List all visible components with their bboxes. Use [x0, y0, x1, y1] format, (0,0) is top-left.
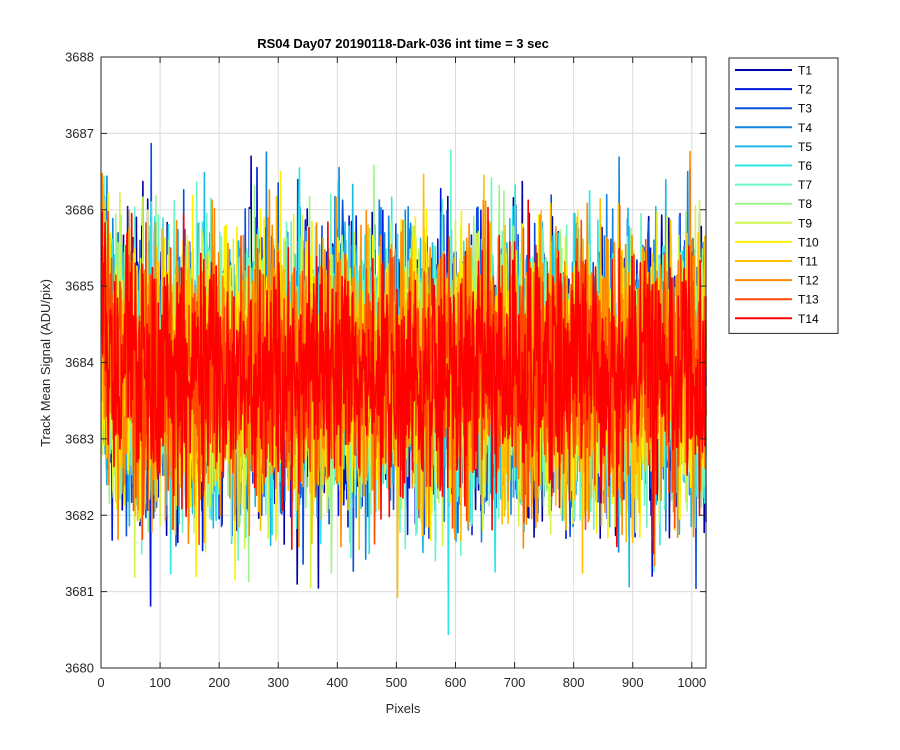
- y-tick-label: 3685: [65, 279, 94, 294]
- y-tick-label: 3687: [65, 126, 94, 141]
- x-tick-label: 200: [208, 675, 230, 690]
- y-tick-label: 3681: [65, 584, 94, 599]
- y-tick-label: 3688: [65, 50, 94, 65]
- legend-label-t7: T7: [798, 178, 812, 192]
- legend-label-t13: T13: [798, 293, 819, 307]
- x-tick-label: 400: [326, 675, 348, 690]
- legend-label-t2: T2: [798, 83, 812, 97]
- x-tick-label: 900: [622, 675, 644, 690]
- y-tick-label: 3682: [65, 508, 94, 523]
- y-tick-label: 3686: [65, 202, 94, 217]
- chart-title: RS04 Day07 20190118-Dark-036 int time = …: [257, 36, 549, 51]
- legend: T1 T2 T3 T4 T5 T6 T7 T8 T9 T10 T11 T12 T13 T14: [728, 57, 839, 334]
- legend-label-t14: T14: [798, 312, 819, 326]
- x-tick-label: 700: [504, 675, 526, 690]
- x-tick-label: 0: [97, 675, 104, 690]
- legend-label-t3: T3: [798, 102, 812, 116]
- legend-label-t8: T8: [798, 197, 812, 211]
- series-layer: [100, 142, 707, 636]
- y-tick-label: 3684: [65, 355, 94, 370]
- x-tick-label: 600: [445, 675, 467, 690]
- x-tick-label: 800: [563, 675, 585, 690]
- series-line-t14: [100, 199, 707, 555]
- legend-label-t10: T10: [798, 235, 819, 249]
- y-axis-label: Track Mean Signal (ADU/pix): [38, 279, 53, 447]
- legend-label-t6: T6: [798, 159, 812, 173]
- x-axis-label: Pixels: [386, 701, 421, 716]
- legend-label-t5: T5: [798, 140, 812, 154]
- x-tick-label: 500: [386, 675, 408, 690]
- y-tick-label: 3683: [65, 431, 94, 446]
- plot-axes: 0 100 200 300 400 500 600 700 800 900 1000 3680 3681…: [65, 50, 707, 690]
- legend-label-t1: T1: [798, 64, 812, 78]
- legend-label-t4: T4: [798, 121, 812, 135]
- legend-label-t11: T11: [798, 255, 818, 269]
- x-tick-label: 300: [267, 675, 289, 690]
- legend-label-t12: T12: [798, 274, 819, 288]
- y-tick-label: 3680: [65, 661, 94, 676]
- x-tick-label: 1000: [677, 675, 706, 690]
- legend-box: [728, 57, 839, 334]
- x-tick-label: 100: [149, 675, 171, 690]
- legend-label-t9: T9: [798, 216, 812, 230]
